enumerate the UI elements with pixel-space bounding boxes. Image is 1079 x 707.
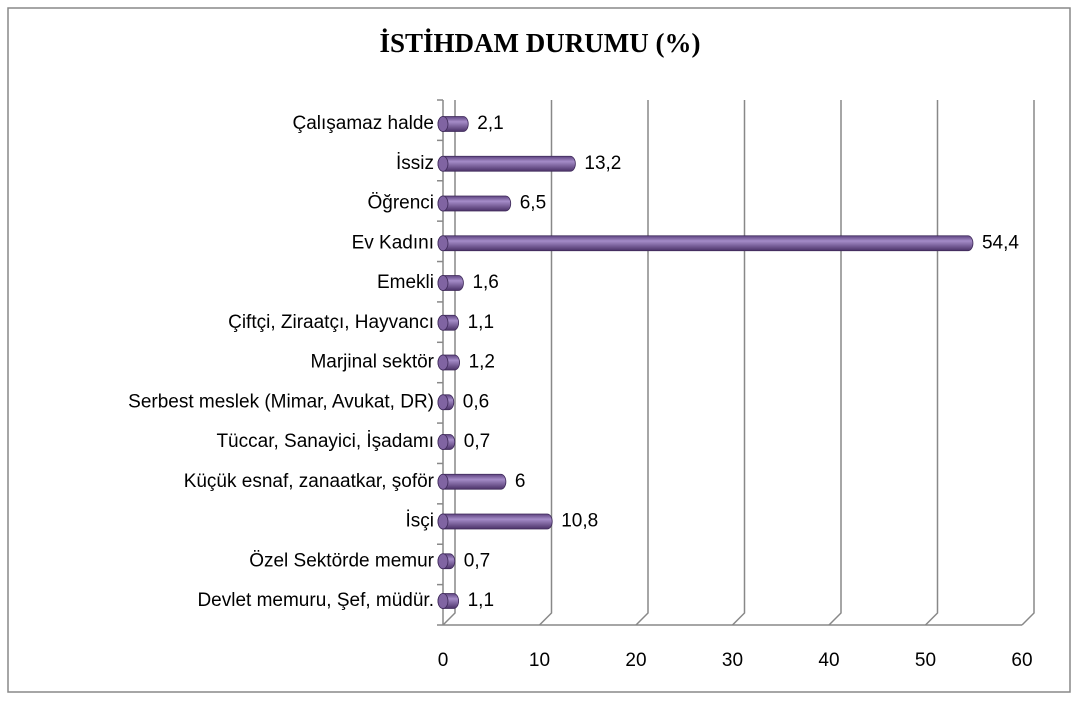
data-label: 10,8 xyxy=(561,511,598,532)
bar xyxy=(437,314,459,331)
grid-line xyxy=(538,100,553,626)
data-label: 1,1 xyxy=(468,312,494,333)
y-tick-label: Küçük esnaf, zanaatkar, şoför xyxy=(184,471,435,492)
grid-line xyxy=(1021,100,1035,626)
x-tick-label: 0 xyxy=(438,650,449,671)
y-tick-label: Tüccar, Sanayici, İşadamı xyxy=(216,431,434,452)
bar xyxy=(437,394,455,411)
data-label: 1,6 xyxy=(472,272,498,293)
data-label: 6 xyxy=(515,471,526,492)
data-label: 1,1 xyxy=(468,590,494,611)
y-tick-label: Emekli xyxy=(377,272,434,293)
y-tick-label: Ev Kadını xyxy=(352,232,434,253)
bar xyxy=(437,354,460,371)
y-tick-label: İssiz xyxy=(396,153,434,174)
x-tick-label: 60 xyxy=(1011,650,1032,671)
bar xyxy=(437,155,576,172)
grid-line xyxy=(924,100,939,626)
data-label: 1,2 xyxy=(469,352,495,373)
x-tick-label: 50 xyxy=(915,650,936,671)
y-tick-label: Çiftçi, Ziraatçı, Hayvancı xyxy=(228,312,434,333)
x-tick-label: 40 xyxy=(818,650,839,671)
chart-border xyxy=(7,7,1071,693)
y-tick-label: İsçi xyxy=(406,511,435,532)
y-tick-label: Öğrenci xyxy=(367,193,434,214)
bar xyxy=(437,473,507,490)
grid-line xyxy=(442,100,456,626)
bar xyxy=(437,513,553,530)
grid-line xyxy=(828,100,842,626)
bar xyxy=(437,434,456,450)
y-tick-label: Devlet memuru, Şef, müdür. xyxy=(197,590,434,611)
x-tick-label: 30 xyxy=(722,650,743,671)
x-tick-label: 20 xyxy=(625,650,646,671)
data-label: 54,4 xyxy=(982,232,1019,253)
bar xyxy=(437,593,459,609)
grid-line xyxy=(731,100,746,626)
data-label: 0,7 xyxy=(464,431,490,452)
bar xyxy=(437,235,974,252)
data-label: 0,7 xyxy=(464,550,490,571)
y-tick-label: Marjinal sektör xyxy=(310,352,434,373)
bar xyxy=(437,553,456,570)
data-label: 0,6 xyxy=(463,391,489,412)
y-tick-label: Özel Sektörde memur xyxy=(249,550,434,571)
data-label: 2,1 xyxy=(477,113,503,134)
y-tick-label: Çalışamaz halde xyxy=(292,113,434,134)
data-label: 13,2 xyxy=(584,153,621,174)
grid-line xyxy=(635,100,649,626)
bar xyxy=(437,195,512,212)
bar xyxy=(437,275,464,291)
bar xyxy=(437,116,469,132)
chart-title: İSTİHDAM DURUMU (%) xyxy=(380,28,701,58)
data-label: 6,5 xyxy=(520,193,546,214)
x-tick-label: 10 xyxy=(529,650,550,671)
y-tick-label: Serbest meslek (Mimar, Avukat, DR) xyxy=(128,391,434,412)
